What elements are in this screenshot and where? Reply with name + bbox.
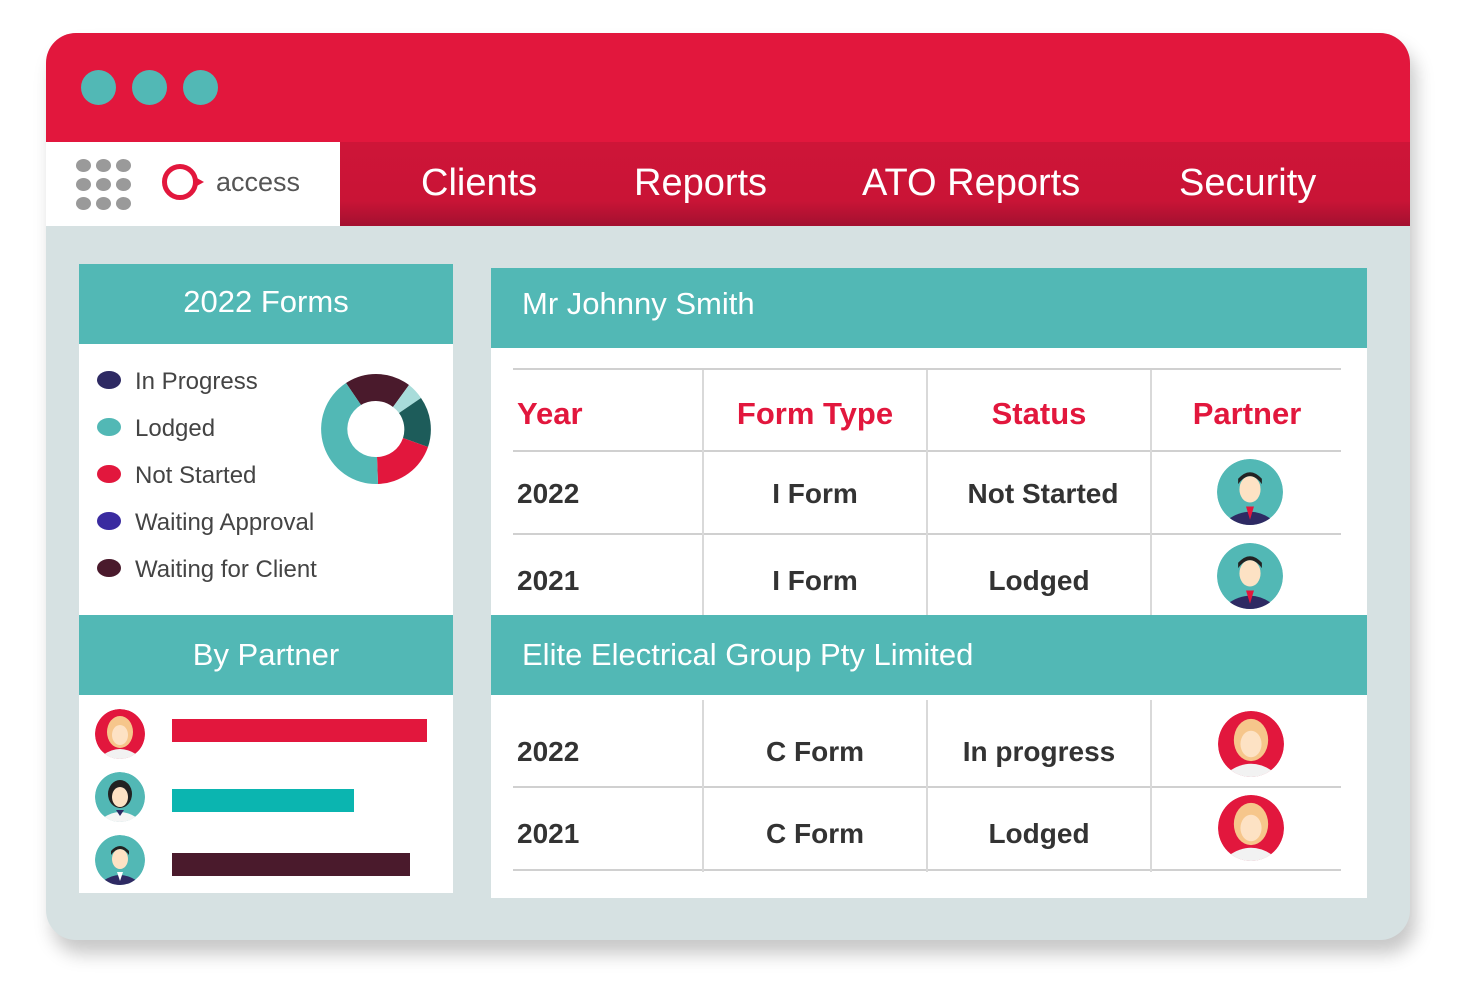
legend-swatch — [97, 512, 121, 530]
nav-item-clients[interactable]: Clients — [421, 162, 538, 204]
legend-swatch — [97, 559, 121, 577]
female-partner-2-avatar — [95, 772, 145, 822]
forms-panel-header: 2022 Forms — [79, 264, 453, 344]
legend-swatch — [97, 418, 121, 436]
cell-form-type: I Form — [772, 565, 858, 596]
table-column-divider — [702, 370, 704, 615]
partner-bar — [172, 789, 354, 812]
male-partner-avatar — [1217, 543, 1283, 609]
female-partner-avatar — [1218, 795, 1284, 861]
cell-form-type: C Form — [766, 736, 864, 767]
donut-slice-lodged — [321, 383, 378, 485]
male-partner-avatar — [95, 835, 145, 885]
logo-text: access — [216, 167, 301, 197]
table-column-divider — [926, 700, 928, 872]
cell-form-type: I Form — [772, 478, 858, 509]
partner-panel-title: By Partner — [192, 637, 340, 672]
donut-slice-waiting-for-client-2 — [346, 374, 376, 405]
access-logo-icon — [162, 164, 204, 200]
cell-form-type: C Form — [766, 818, 864, 849]
window-minimize-button[interactable] — [132, 70, 167, 105]
window-maximize-button[interactable] — [183, 70, 218, 105]
title-bar — [46, 33, 1410, 145]
legend-swatch — [97, 371, 121, 389]
app-grid-icon[interactable] — [76, 159, 134, 211]
partner-panel-body — [79, 695, 453, 893]
donut-slice-not-started — [377, 438, 428, 484]
cell-year: 2022 — [517, 736, 580, 767]
table-column-divider — [1150, 370, 1152, 615]
cell-year: 2021 — [517, 818, 580, 849]
forms-panel-title: 2022 Forms — [183, 284, 349, 319]
forms-panel-body: In Progress Lodged Not Started Waiting A… — [79, 344, 453, 615]
cell-status: In progress — [962, 736, 1116, 767]
legend-label: Waiting for Client — [135, 556, 317, 583]
partner-bar — [172, 719, 427, 742]
nav-item-security[interactable]: Security — [1179, 162, 1317, 204]
cell-year: 2022 — [517, 478, 580, 509]
cell-status: Lodged — [988, 818, 1090, 849]
donut-slice-light — [393, 385, 421, 413]
partner-panel-header: By Partner — [79, 615, 453, 695]
cell-status: Lodged — [988, 565, 1090, 596]
legend-label: Not Started — [135, 462, 257, 489]
female-partner-avatar — [1218, 711, 1284, 777]
legend-label: In Progress — [135, 368, 258, 395]
nav-item-reports[interactable]: Reports — [634, 162, 768, 204]
table-divider — [513, 368, 1341, 370]
column-header-form-type[interactable]: Form Type — [736, 396, 894, 431]
legend-label: Lodged — [135, 415, 216, 442]
donut-slice-waiting-for-client — [376, 374, 409, 407]
nav-item-ato-reports[interactable]: ATO Reports — [862, 162, 1081, 204]
cell-year: 2021 — [517, 565, 580, 596]
table-column-divider — [926, 370, 928, 615]
column-header-status[interactable]: Status — [991, 396, 1087, 431]
table-column-divider — [702, 700, 704, 872]
partner-bar — [172, 853, 410, 876]
donut-slice-dark-teal — [399, 398, 431, 447]
column-header-partner[interactable]: Partner — [1192, 396, 1302, 431]
client-name: Elite Electrical Group Pty Limited — [522, 637, 974, 672]
female-partner-avatar — [95, 709, 145, 759]
table-column-divider — [1150, 700, 1152, 872]
column-header-year[interactable]: Year — [517, 396, 583, 431]
legend-label: Waiting Approval — [135, 509, 315, 536]
cell-status: Not Started — [967, 478, 1119, 509]
client-header-elite-electrical[interactable]: Elite Electrical Group Pty Limited — [491, 615, 1367, 695]
male-partner-avatar — [1217, 459, 1283, 525]
forms-donut-chart — [321, 374, 431, 485]
client-name: Mr Johnny Smith — [522, 286, 755, 321]
logo-area: access — [46, 142, 340, 226]
window-close-button[interactable] — [81, 70, 116, 105]
legend-swatch — [97, 465, 121, 483]
client-header-johnny-smith[interactable]: Mr Johnny Smith — [491, 268, 1367, 348]
